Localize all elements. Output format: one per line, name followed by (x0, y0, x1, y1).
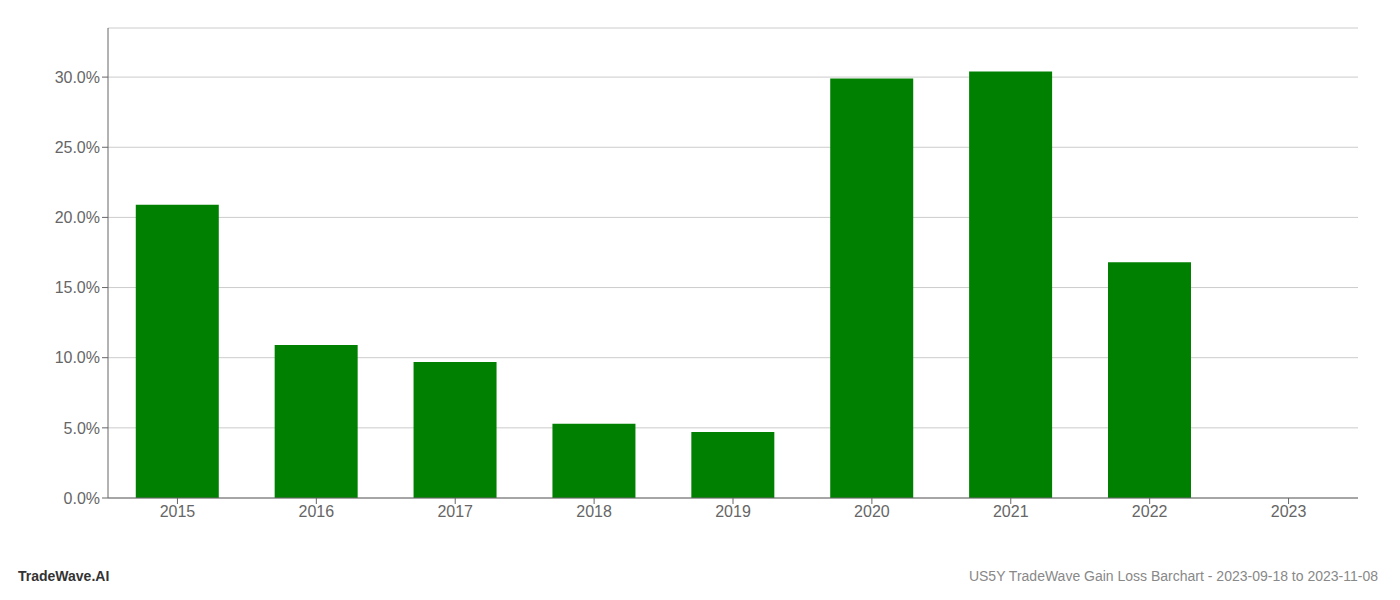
svg-text:30.0%: 30.0% (55, 69, 100, 86)
svg-text:2020: 2020 (854, 503, 890, 520)
svg-text:0.0%: 0.0% (64, 490, 100, 507)
svg-text:25.0%: 25.0% (55, 139, 100, 156)
svg-text:15.0%: 15.0% (55, 279, 100, 296)
svg-text:2019: 2019 (715, 503, 751, 520)
svg-text:5.0%: 5.0% (64, 420, 100, 437)
svg-text:2023: 2023 (1271, 503, 1307, 520)
svg-text:2022: 2022 (1132, 503, 1168, 520)
svg-text:2021: 2021 (993, 503, 1029, 520)
svg-text:20.0%: 20.0% (55, 209, 100, 226)
svg-text:2018: 2018 (576, 503, 612, 520)
svg-text:2016: 2016 (299, 503, 335, 520)
html-text:TradeWave.AI: TradeWave.AI (18, 568, 110, 584)
svg-text:10.0%: 10.0% (55, 349, 100, 366)
svg-text:2017: 2017 (437, 503, 473, 520)
html-text:US5Y TradeWave Gain Loss Barch: US5Y TradeWave Gain Loss Barchart - 2023… (968, 568, 1378, 584)
svg-text:2015: 2015 (160, 503, 196, 520)
